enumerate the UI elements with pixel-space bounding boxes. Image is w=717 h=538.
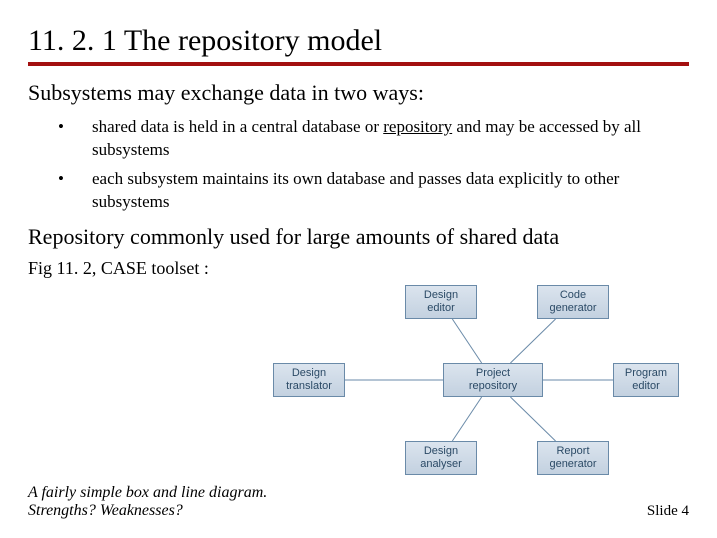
- diagram-node-design-editor: Designeditor: [405, 285, 477, 319]
- diagram-node-design-analyser: Designanalyser: [405, 441, 477, 475]
- diagram-edge: [510, 397, 555, 441]
- diagram-node-code-generator: Codegenerator: [537, 285, 609, 319]
- paragraph-repository-use: Repository commonly used for large amoun…: [28, 224, 689, 250]
- diagram-node-project-repository: Projectrepository: [443, 363, 543, 397]
- underlined-term: repository: [383, 117, 452, 136]
- footnote-line-2: Strengths? Weaknesses?: [28, 502, 183, 519]
- diagram-edge: [510, 319, 555, 363]
- slide-number: Slide 4: [647, 503, 689, 520]
- diagram-node-design-translator: Designtranslator: [273, 363, 345, 397]
- diagram-edge: [452, 397, 481, 441]
- bullet-marker: •: [58, 168, 92, 214]
- lead-paragraph: Subsystems may exchange data in two ways…: [28, 80, 689, 106]
- bullet-text: shared data is held in a central databas…: [92, 116, 689, 162]
- repository-diagram: Designeditor Codegenerator Designtranslato…: [265, 285, 685, 485]
- footnote-line-1: A fairly simple box and line diagram: [28, 484, 263, 501]
- footnote: A fairly simple box and line diagram. St…: [28, 484, 267, 520]
- bullet-text: each subsystem maintains its own databas…: [92, 168, 689, 214]
- bullet-marker: •: [58, 116, 92, 162]
- diagram-node-report-generator: Reportgenerator: [537, 441, 609, 475]
- diagram-node-program-editor: Programeditor: [613, 363, 679, 397]
- page-title: 11. 2. 1 The repository model: [28, 24, 689, 66]
- bullet-item: •each subsystem maintains its own databa…: [58, 168, 689, 214]
- bullet-list: •shared data is held in a central databa…: [58, 116, 689, 214]
- diagram-edge: [452, 319, 481, 363]
- figure-caption: Fig 11. 2, CASE toolset :: [28, 258, 689, 279]
- bullet-item: •shared data is held in a central databa…: [58, 116, 689, 162]
